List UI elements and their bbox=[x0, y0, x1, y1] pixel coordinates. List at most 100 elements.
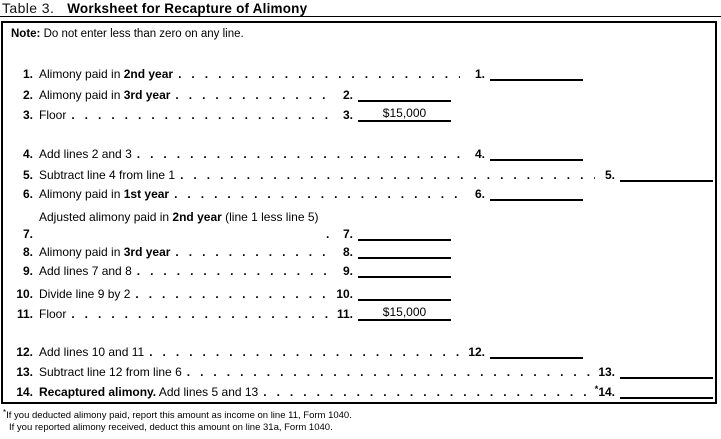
entry-line-12[interactable] bbox=[490, 343, 583, 359]
entry-line-2[interactable] bbox=[358, 86, 451, 102]
row-label: Floor bbox=[39, 108, 66, 122]
title-divider bbox=[0, 16, 721, 17]
row-number: 10. bbox=[16, 287, 33, 301]
entry-line-13[interactable] bbox=[620, 363, 713, 379]
row-number: 5. bbox=[22, 168, 33, 182]
label-text: Subtract line 12 from line 6 bbox=[39, 365, 182, 379]
dot-leader bbox=[263, 385, 595, 399]
entry-number: 5. bbox=[604, 168, 615, 182]
note-label: Note: bbox=[11, 28, 41, 40]
label-text: Alimony paid in bbox=[39, 67, 124, 81]
row-label: Adjusted alimony paid in 2nd year (line … bbox=[39, 208, 321, 227]
entry-number: 13. bbox=[598, 365, 615, 379]
row-label: Alimony paid in 2nd year bbox=[39, 67, 173, 81]
label-post: Add lines 5 and 13 bbox=[156, 385, 259, 399]
entry-number: 8. bbox=[342, 245, 353, 259]
entry-number: *14. bbox=[583, 382, 620, 399]
entry-line-1[interactable] bbox=[490, 65, 583, 81]
worksheet-row-9: 9. Add lines 7 and 8 9. bbox=[9, 264, 713, 278]
dot-leader bbox=[174, 187, 460, 201]
footnote-1: *If you deducted alimony paid, report th… bbox=[3, 407, 352, 422]
row-number: 4. bbox=[22, 147, 33, 161]
row-label: Subtract line 12 from line 6 bbox=[39, 365, 182, 379]
dot-leader bbox=[137, 147, 460, 161]
worksheet-row-11: 11. Floor 11. $15,000 bbox=[9, 305, 713, 321]
label-text: Alimony paid in bbox=[39, 88, 124, 102]
asterisk-marker: * bbox=[594, 384, 599, 394]
worksheet-row-4: 4. Add lines 2 and 3 4. bbox=[9, 147, 713, 161]
worksheet-row-12: 12. Add lines 10 and 11 12. bbox=[9, 345, 713, 359]
dot-leader bbox=[175, 245, 330, 259]
entry-number: 10. bbox=[336, 287, 353, 301]
entry-line-14[interactable] bbox=[620, 383, 713, 399]
label-text: Add lines 2 and 3 bbox=[39, 147, 132, 161]
entry-1: 1. bbox=[453, 65, 583, 81]
entry-line-9[interactable] bbox=[358, 262, 451, 278]
entry-14: *14. bbox=[583, 382, 713, 399]
worksheet-row-3: 3. Floor 3. $15,000 bbox=[9, 106, 713, 122]
worksheet-box: Note: Do not enter less than zero on any… bbox=[1, 21, 717, 404]
entry-12: 12. bbox=[453, 343, 583, 359]
entry-line-5[interactable] bbox=[620, 166, 713, 182]
row-number: 11. bbox=[16, 307, 33, 321]
label-text: Alimony paid in bbox=[39, 187, 124, 201]
label-text: Floor bbox=[39, 108, 67, 122]
label-bold: 3rd year bbox=[123, 88, 171, 102]
row-number: 12. bbox=[16, 345, 33, 359]
entry-line-8[interactable] bbox=[358, 243, 451, 259]
row-label: Alimony paid in 3rd year bbox=[39, 88, 170, 102]
entry-line-10[interactable] bbox=[358, 285, 451, 301]
label-bold: 2nd year bbox=[172, 210, 222, 224]
entry-number: 2. bbox=[342, 88, 353, 102]
row-number: 9. bbox=[22, 264, 33, 278]
row-label: Add lines 7 and 8 bbox=[39, 264, 132, 278]
row-number: 3. bbox=[22, 108, 33, 122]
entry-6: 6. bbox=[453, 185, 583, 201]
entry-number: 4. bbox=[474, 147, 485, 161]
entry-number: 9. bbox=[342, 264, 353, 278]
row-number: 14. bbox=[16, 385, 33, 399]
label-text: Alimony paid in bbox=[39, 245, 124, 259]
worksheet-row-14: 14. Recaptured alimony. Add lines 5 and … bbox=[9, 382, 713, 399]
dot-leader bbox=[178, 67, 460, 81]
entry-number: 1. bbox=[474, 67, 485, 81]
worksheet-row-5: 5. Subtract line 4 from line 1 5. bbox=[9, 168, 713, 182]
entry-line-4[interactable] bbox=[490, 145, 583, 161]
label-bold: 3rd year bbox=[123, 245, 171, 259]
entry-number: 6. bbox=[474, 187, 485, 201]
asterisk-marker: * bbox=[3, 408, 7, 417]
row-number: 7. bbox=[22, 227, 33, 241]
row-label: Recaptured alimony. Add lines 5 and 13 bbox=[39, 385, 258, 399]
row-label: Alimony paid in 3rd year bbox=[39, 245, 170, 259]
entry-line-6[interactable] bbox=[490, 185, 583, 201]
worksheet-row-13: 13. Subtract line 12 from line 6 13. bbox=[9, 365, 713, 379]
entry-13: 13. bbox=[583, 363, 713, 379]
row-number: 2. bbox=[22, 88, 33, 102]
row-number: 6. bbox=[22, 187, 33, 201]
dot-leader bbox=[135, 287, 330, 301]
row-label: Subtract line 4 from line 1 bbox=[39, 168, 175, 182]
row-label: Add lines 2 and 3 bbox=[39, 147, 132, 161]
label-text: Adjusted alimony paid in bbox=[39, 210, 173, 224]
entry-number: 3. bbox=[342, 108, 353, 122]
worksheet-row-1: 1. Alimony paid in 2nd year 1. bbox=[9, 67, 713, 81]
table-title: Worksheet for Recapture of Alimony bbox=[67, 1, 308, 16]
entry-10: 10. bbox=[321, 285, 451, 301]
worksheet-row-7: 7. Adjusted alimony paid in 2nd year (li… bbox=[9, 208, 713, 241]
footnotes: *If you deducted alimony paid, report th… bbox=[3, 407, 352, 434]
worksheet-note: Note: Do not enter less than zero on any… bbox=[11, 28, 244, 40]
entry-8: 8. bbox=[321, 243, 451, 259]
dot-leader bbox=[180, 168, 595, 182]
label-text: Add lines 10 and 11 bbox=[39, 345, 145, 359]
footnote-2-text: If you reported alimony received, deduct… bbox=[9, 422, 333, 433]
entry-5: 5. bbox=[583, 166, 713, 182]
entry-line-3[interactable]: $15,000 bbox=[358, 106, 451, 122]
entry-7: 7. bbox=[321, 225, 451, 241]
dot-leader bbox=[71, 108, 330, 122]
entry-line-7[interactable] bbox=[358, 225, 451, 241]
footnote-2: If you reported alimony received, deduct… bbox=[9, 422, 352, 434]
row-number: 13. bbox=[16, 365, 33, 379]
entry-line-11[interactable]: $15,000 bbox=[358, 305, 451, 321]
label-text: Floor bbox=[39, 307, 67, 321]
